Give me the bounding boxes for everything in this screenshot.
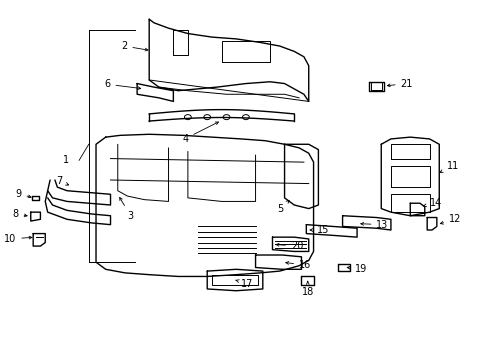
Text: 9: 9 (16, 189, 31, 199)
Text: 17: 17 (235, 279, 253, 289)
Text: 2: 2 (121, 41, 148, 51)
Text: 7: 7 (56, 176, 68, 186)
Text: 3: 3 (120, 198, 133, 221)
Text: 8: 8 (13, 209, 27, 219)
Text: 5: 5 (277, 201, 288, 213)
Text: 21: 21 (386, 78, 412, 89)
Text: 10: 10 (4, 234, 32, 244)
Text: 18: 18 (301, 282, 313, 297)
Text: 16: 16 (285, 260, 311, 270)
Text: 11: 11 (439, 161, 458, 172)
Text: 15: 15 (309, 225, 329, 235)
Text: 4: 4 (182, 122, 218, 144)
Text: 13: 13 (360, 220, 388, 230)
Text: 1: 1 (63, 156, 69, 165)
Text: 19: 19 (346, 264, 366, 274)
Text: 12: 12 (440, 214, 460, 224)
Text: 14: 14 (423, 198, 441, 208)
Text: 20: 20 (276, 241, 303, 251)
Text: 6: 6 (104, 79, 141, 90)
